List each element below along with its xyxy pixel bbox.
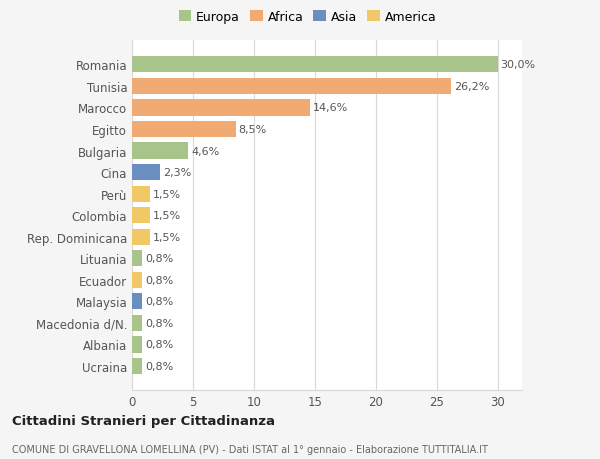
Text: 2,3%: 2,3% bbox=[163, 168, 191, 178]
Text: 30,0%: 30,0% bbox=[500, 60, 536, 70]
Text: 1,5%: 1,5% bbox=[154, 189, 181, 199]
Bar bbox=[132, 294, 142, 310]
Bar bbox=[132, 165, 160, 181]
Text: 0,8%: 0,8% bbox=[145, 275, 173, 285]
Text: 1,5%: 1,5% bbox=[154, 232, 181, 242]
Text: 0,8%: 0,8% bbox=[145, 297, 173, 307]
Text: Cittadini Stranieri per Cittadinanza: Cittadini Stranieri per Cittadinanza bbox=[12, 414, 275, 428]
Bar bbox=[132, 122, 236, 138]
Bar bbox=[132, 100, 310, 116]
Bar bbox=[132, 251, 142, 267]
Bar bbox=[132, 336, 142, 353]
Bar bbox=[132, 358, 142, 374]
Text: 0,8%: 0,8% bbox=[145, 254, 173, 264]
Bar bbox=[132, 315, 142, 331]
Text: 0,8%: 0,8% bbox=[145, 361, 173, 371]
Text: 14,6%: 14,6% bbox=[313, 103, 348, 113]
Text: 26,2%: 26,2% bbox=[454, 82, 490, 92]
Text: COMUNE DI GRAVELLONA LOMELLINA (PV) - Dati ISTAT al 1° gennaio - Elaborazione TU: COMUNE DI GRAVELLONA LOMELLINA (PV) - Da… bbox=[12, 444, 488, 454]
Text: 8,5%: 8,5% bbox=[239, 125, 267, 135]
Text: 1,5%: 1,5% bbox=[154, 211, 181, 221]
Legend: Europa, Africa, Asia, America: Europa, Africa, Asia, America bbox=[173, 6, 442, 28]
Bar bbox=[132, 57, 497, 73]
Bar bbox=[132, 229, 150, 245]
Text: 4,6%: 4,6% bbox=[191, 146, 220, 156]
Text: 0,8%: 0,8% bbox=[145, 318, 173, 328]
Bar bbox=[132, 207, 150, 224]
Bar bbox=[132, 272, 142, 288]
Bar bbox=[132, 143, 188, 159]
Text: 0,8%: 0,8% bbox=[145, 340, 173, 350]
Bar bbox=[132, 186, 150, 202]
Bar bbox=[132, 78, 451, 95]
